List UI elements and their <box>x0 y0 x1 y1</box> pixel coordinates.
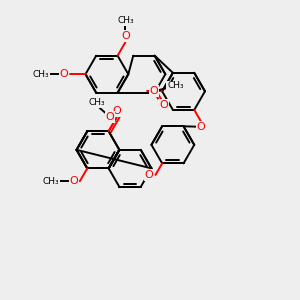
Text: CH₃: CH₃ <box>42 177 59 186</box>
Text: CH₃: CH₃ <box>33 70 50 79</box>
Text: CH₃: CH₃ <box>167 82 184 91</box>
Text: CH₃: CH₃ <box>117 16 134 25</box>
Text: O: O <box>159 100 168 110</box>
Text: O: O <box>196 122 205 132</box>
Text: O: O <box>106 112 115 122</box>
Text: O: O <box>70 176 78 186</box>
Text: CH₃: CH₃ <box>88 98 105 107</box>
Text: O: O <box>112 106 122 116</box>
Text: O: O <box>60 69 68 79</box>
Text: O: O <box>122 31 130 41</box>
Text: O: O <box>145 170 153 180</box>
Text: O: O <box>149 86 158 96</box>
